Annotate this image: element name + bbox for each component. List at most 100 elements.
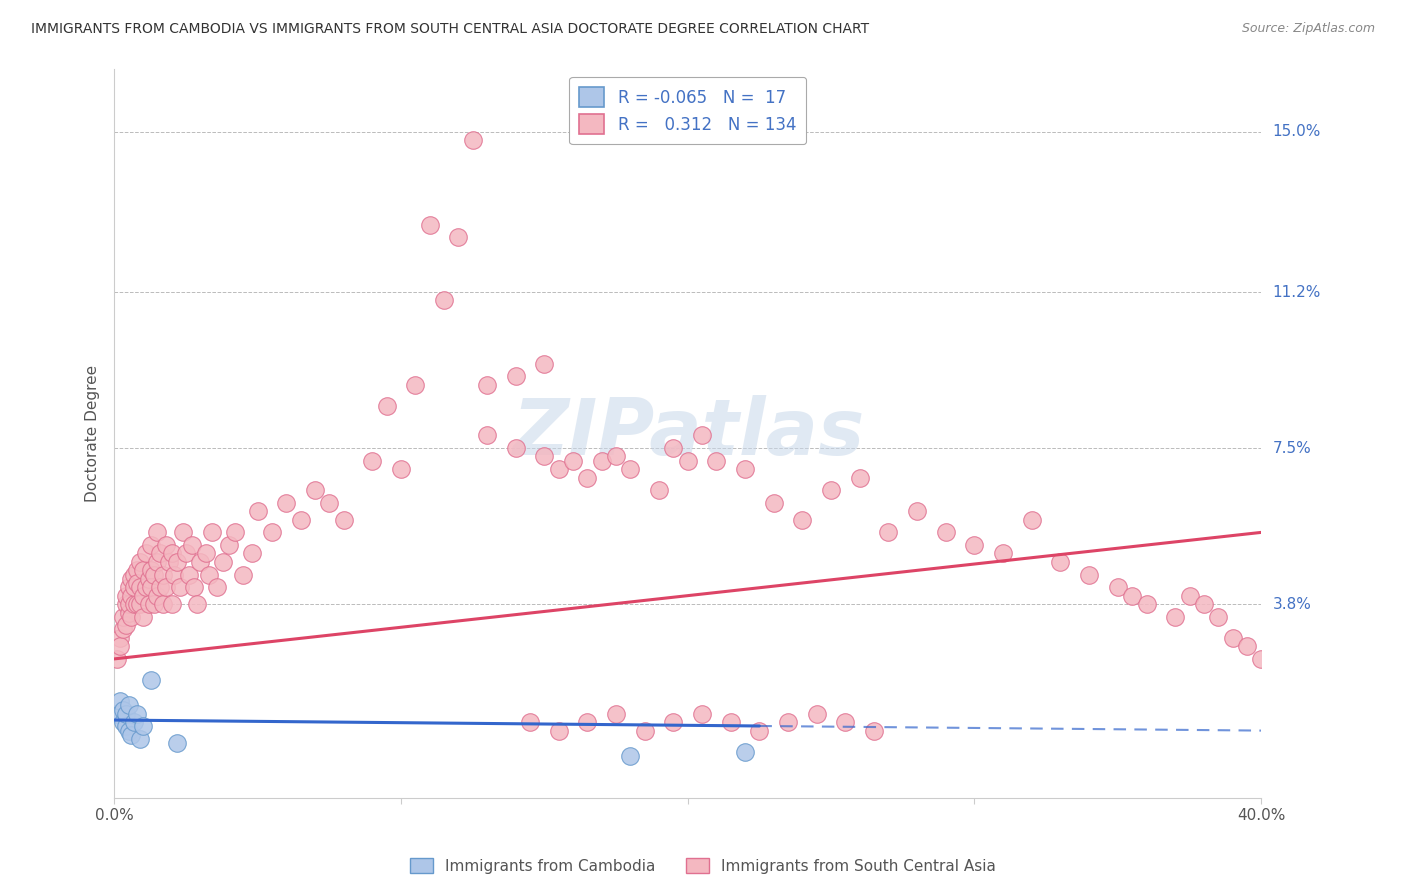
Legend: Immigrants from Cambodia, Immigrants from South Central Asia: Immigrants from Cambodia, Immigrants fro… [404,852,1002,880]
Point [127,576,149,591]
Point [1206,609,1229,624]
Point [129,580,152,594]
Point [105,652,128,666]
Point [576,715,599,730]
Point [905,504,928,518]
Point [129,597,152,611]
Point [155,580,177,594]
Point [108,694,131,708]
Point [114,618,136,632]
Point [634,723,657,738]
Point [1222,631,1244,645]
Legend: R = -0.065   N =  17, R =   0.312   N = 134: R = -0.065 N = 17, R = 0.312 N = 134 [569,77,806,145]
Point [290,513,312,527]
Point [991,546,1014,560]
Point [734,462,756,476]
Point [332,513,354,527]
Point [132,563,155,577]
Point [690,428,713,442]
Point [172,525,194,540]
Point [475,377,498,392]
Text: 15.0%: 15.0% [1272,124,1320,139]
Point [122,567,145,582]
Point [1192,597,1215,611]
Y-axis label: Doctorate Degree: Doctorate Degree [86,365,100,502]
Point [166,555,188,569]
Point [120,572,142,586]
Point [146,555,169,569]
Point [143,597,166,611]
Point [108,631,131,645]
Point [461,133,484,147]
Point [748,723,770,738]
Text: Source: ZipAtlas.com: Source: ZipAtlas.com [1241,22,1375,36]
Point [111,715,134,730]
Point [834,715,856,730]
Point [734,745,756,759]
Point [129,732,152,747]
Point [1236,639,1258,653]
Point [662,441,685,455]
Point [146,589,169,603]
Point [1078,567,1101,582]
Point [720,715,742,730]
Point [246,504,269,518]
Text: IMMIGRANTS FROM CAMBODIA VS IMMIGRANTS FROM SOUTH CENTRAL ASIA DOCTORATE DEGREE : IMMIGRANTS FROM CAMBODIA VS IMMIGRANTS F… [31,22,869,37]
Point [143,567,166,582]
Point [533,450,555,464]
Point [276,496,298,510]
Point [155,538,177,552]
Point [207,580,229,594]
Point [120,589,142,603]
Point [848,470,870,484]
Point [1021,513,1043,527]
Point [863,723,886,738]
Point [135,546,157,560]
Point [141,563,163,577]
Point [318,496,340,510]
Point [1250,652,1272,666]
Point [762,496,785,510]
Point [141,538,163,552]
Point [690,706,713,721]
Point [117,597,139,611]
Point [505,369,527,384]
Point [127,597,149,611]
Point [160,597,183,611]
Point [240,546,263,560]
Point [1049,555,1071,569]
Point [260,525,283,540]
Point [122,597,145,611]
Point [132,719,155,733]
Point [1121,589,1143,603]
Point [212,555,235,569]
Point [198,567,221,582]
Point [117,698,139,713]
Point [576,470,599,484]
Point [619,462,641,476]
Point [505,441,527,455]
Point [111,609,134,624]
Point [146,525,169,540]
Point [224,525,246,540]
Point [174,546,197,560]
Point [591,453,613,467]
Point [218,538,240,552]
Point [662,715,685,730]
Point [127,706,149,721]
Point [149,546,172,560]
Point [1135,597,1157,611]
Point [127,563,149,577]
Point [433,293,456,308]
Point [547,723,569,738]
Point [117,580,139,594]
Text: 7.5%: 7.5% [1272,441,1310,456]
Point [108,639,131,653]
Point [114,706,136,721]
Point [201,525,224,540]
Point [792,513,814,527]
Point [163,567,186,582]
Point [404,377,426,392]
Point [963,538,986,552]
Point [419,218,441,232]
